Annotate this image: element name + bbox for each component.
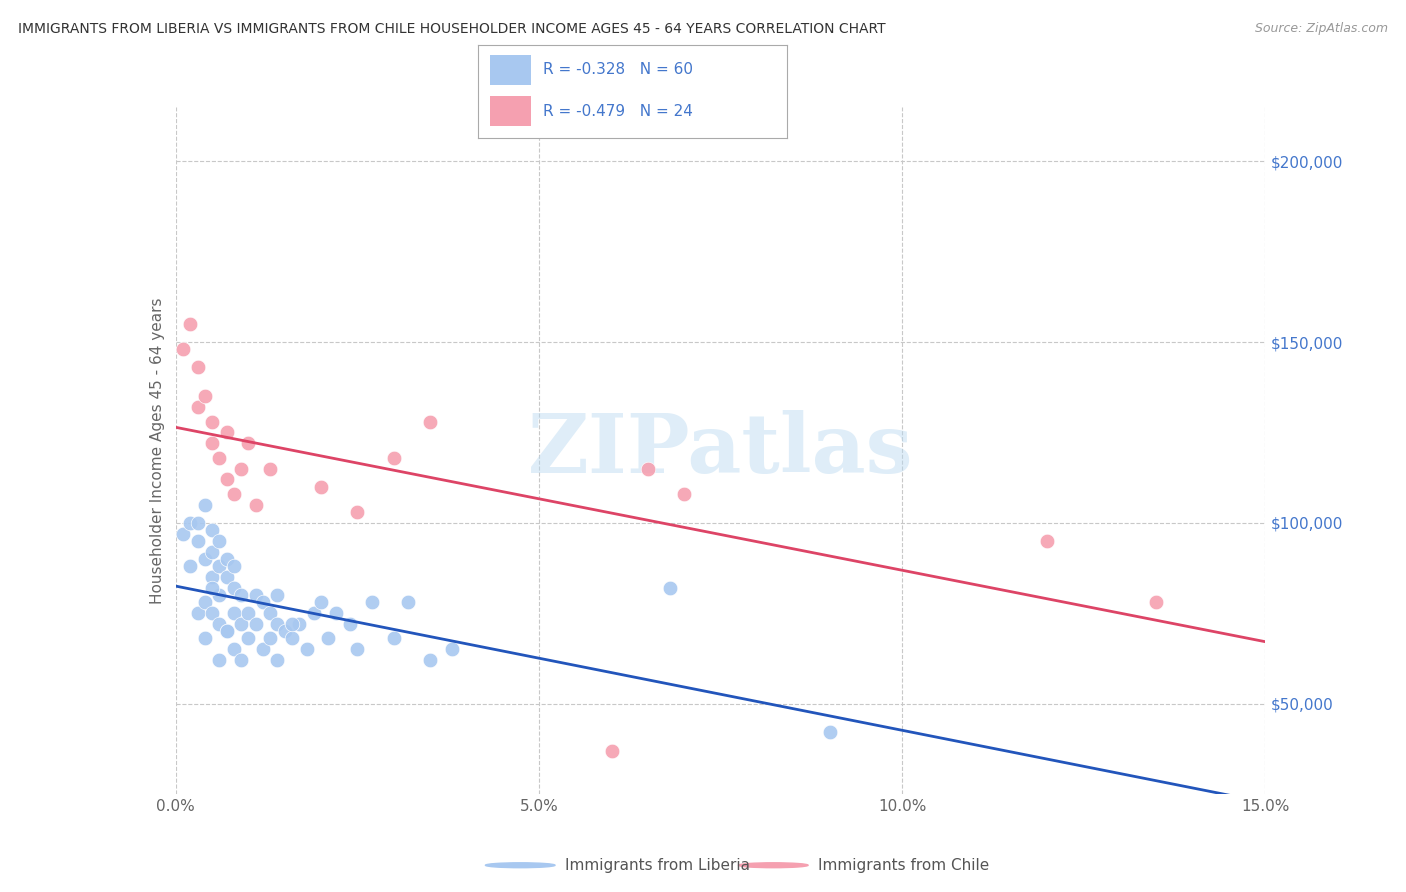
Point: [440, 642, 463, 657]
Point: [194, 632, 217, 646]
Point: [201, 570, 224, 584]
Point: [201, 415, 224, 429]
Point: [238, 606, 260, 620]
Point: [245, 617, 267, 632]
Point: [252, 595, 274, 609]
Point: [274, 624, 297, 639]
Point: [346, 642, 368, 657]
Point: [208, 533, 231, 548]
Circle shape: [738, 863, 808, 868]
Point: [222, 606, 245, 620]
Point: [419, 415, 441, 429]
Point: [208, 559, 231, 574]
Point: [201, 523, 224, 537]
Point: [637, 461, 659, 475]
FancyBboxPatch shape: [491, 55, 530, 85]
Text: Immigrants from Chile: Immigrants from Chile: [818, 858, 988, 872]
FancyBboxPatch shape: [491, 96, 530, 126]
Point: [201, 544, 224, 558]
Point: [186, 533, 209, 548]
Text: Immigrants from Liberia: Immigrants from Liberia: [565, 858, 749, 872]
Point: [382, 632, 405, 646]
Point: [231, 588, 253, 602]
Point: [419, 653, 441, 667]
Point: [252, 642, 274, 657]
Point: [288, 617, 311, 632]
Point: [208, 588, 231, 602]
Point: [259, 461, 281, 475]
Point: [194, 552, 217, 566]
Point: [818, 725, 841, 739]
Point: [194, 498, 217, 512]
Point: [673, 487, 696, 501]
Point: [222, 642, 245, 657]
Point: [295, 642, 318, 657]
Point: [208, 617, 231, 632]
Text: Source: ZipAtlas.com: Source: ZipAtlas.com: [1254, 22, 1388, 36]
Point: [259, 632, 281, 646]
Point: [186, 400, 209, 414]
Point: [208, 653, 231, 667]
Point: [281, 632, 304, 646]
Point: [194, 595, 217, 609]
Point: [600, 743, 623, 757]
Point: [309, 480, 332, 494]
Point: [179, 317, 201, 331]
Circle shape: [485, 863, 555, 868]
Text: R = -0.479   N = 24: R = -0.479 N = 24: [543, 103, 693, 119]
Point: [222, 559, 245, 574]
Point: [266, 617, 288, 632]
Point: [208, 450, 231, 465]
Point: [231, 653, 253, 667]
Point: [215, 570, 238, 584]
Point: [186, 516, 209, 530]
Point: [186, 606, 209, 620]
Point: [231, 617, 253, 632]
Point: [222, 581, 245, 595]
Point: [281, 617, 304, 632]
Point: [186, 360, 209, 375]
Point: [259, 606, 281, 620]
Point: [215, 472, 238, 486]
Point: [194, 389, 217, 403]
Point: [325, 606, 347, 620]
Text: ZIPatlas: ZIPatlas: [527, 410, 914, 491]
Point: [318, 632, 340, 646]
Point: [215, 624, 238, 639]
Point: [238, 632, 260, 646]
Point: [346, 505, 368, 519]
Point: [1146, 595, 1168, 609]
Y-axis label: Householder Income Ages 45 - 64 years: Householder Income Ages 45 - 64 years: [149, 297, 165, 604]
Point: [215, 552, 238, 566]
Point: [309, 595, 332, 609]
Point: [360, 595, 382, 609]
Point: [179, 559, 201, 574]
Point: [201, 581, 224, 595]
Point: [201, 436, 224, 450]
Point: [172, 526, 194, 541]
Point: [215, 624, 238, 639]
Text: IMMIGRANTS FROM LIBERIA VS IMMIGRANTS FROM CHILE HOUSEHOLDER INCOME AGES 45 - 64: IMMIGRANTS FROM LIBERIA VS IMMIGRANTS FR…: [18, 22, 886, 37]
Text: R = -0.328   N = 60: R = -0.328 N = 60: [543, 62, 693, 78]
Point: [245, 498, 267, 512]
Point: [658, 581, 681, 595]
Point: [266, 653, 288, 667]
Point: [172, 343, 194, 357]
Point: [215, 425, 238, 440]
Point: [302, 606, 325, 620]
Point: [339, 617, 361, 632]
Point: [201, 606, 224, 620]
Point: [266, 588, 288, 602]
Point: [231, 461, 253, 475]
Point: [222, 487, 245, 501]
Point: [382, 450, 405, 465]
Point: [238, 436, 260, 450]
Point: [1036, 533, 1059, 548]
Point: [179, 516, 201, 530]
Point: [396, 595, 419, 609]
Point: [245, 588, 267, 602]
